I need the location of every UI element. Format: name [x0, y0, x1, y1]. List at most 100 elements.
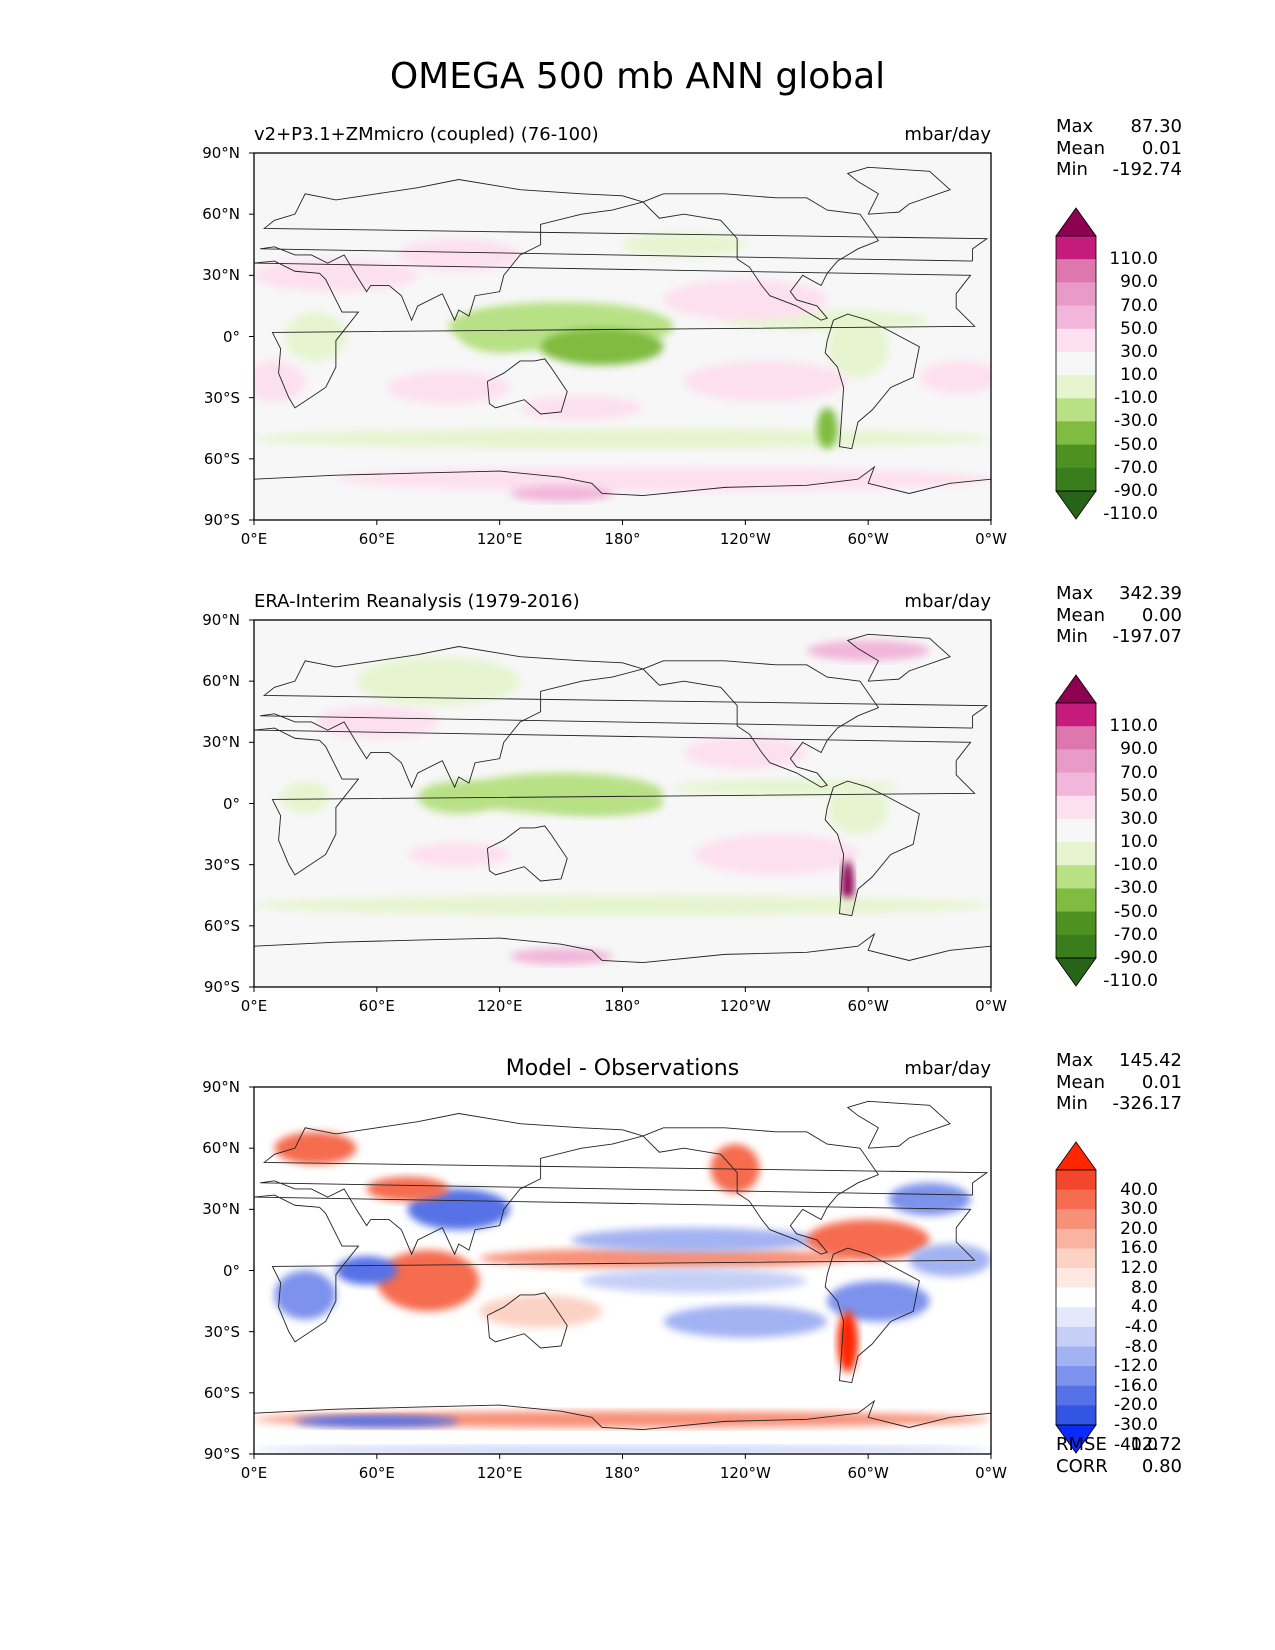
lat-tick-label: 30°S: [203, 855, 240, 874]
colorbar-tick-label: 30.0: [1120, 1199, 1158, 1220]
colorbar-segment: [1056, 1209, 1096, 1230]
coast-eurasia: [260, 646, 989, 789]
colorbar-segment: [1056, 1366, 1096, 1387]
min-value: -192.74: [1112, 159, 1182, 180]
colorbar-tick-label: 40.0: [1120, 1179, 1158, 1200]
colorbar-tick-label: 30.0: [1120, 341, 1158, 362]
coastlines: [254, 1100, 991, 1430]
field-blob-8: [387, 371, 510, 404]
lat-tick-label: 90°S: [203, 1445, 240, 1463]
colorbar-segment: [1056, 398, 1096, 422]
colorbar-segment: [1056, 259, 1096, 283]
map-plot: [249, 619, 992, 992]
panel-model: v2+P3.1+ZMmicro (coupled) (76-100) mbar/…: [0, 110, 1275, 580]
lon-tick-label: 120°W: [719, 997, 771, 1015]
colorbar-tick-label: 4.0: [1130, 1297, 1158, 1318]
field-blob-16: [254, 428, 991, 449]
colorbar-tick-label: -110.0: [1103, 504, 1158, 525]
colorbar-tick-label: -4.0: [1124, 1316, 1158, 1337]
stats-box: Max 87.30 Mean 0.01 Min -192.74: [1056, 116, 1182, 181]
field-blob-17: [254, 1445, 991, 1454]
coastlines: [254, 166, 991, 496]
lon-tick-label: 60°W: [847, 530, 889, 548]
coast-africa: [254, 260, 976, 409]
colorbar-tick-label: 110.0: [1109, 249, 1158, 270]
colorbar-tick-label: -16.0: [1114, 1375, 1158, 1396]
map-plot: [249, 1086, 992, 1459]
colorbar-tick-label: -12.0: [1114, 1356, 1158, 1377]
field-blob-5: [673, 779, 899, 796]
lat-tick-label: 0°: [222, 1261, 240, 1280]
lat-tick-label: 0°: [222, 794, 240, 813]
corr-label: CORR: [1056, 1455, 1108, 1477]
panel-units: mbar/day: [904, 124, 991, 145]
coast-africa: [254, 1194, 976, 1343]
field-blob-10: [888, 1182, 971, 1216]
colorbar-segment: [1056, 703, 1096, 727]
colorbar-segment: [1056, 236, 1096, 260]
mean-value: 0.00: [1141, 604, 1182, 626]
field-blob-4: [827, 785, 889, 835]
panel-title: v2+P3.1+ZMmicro (coupled) (76-100): [254, 124, 599, 145]
page-title: OMEGA 500 mb ANN global: [389, 56, 886, 97]
lat-tick-label: 90°N: [202, 1078, 240, 1096]
field-blob-6: [274, 1270, 336, 1320]
colorbar-segment: [1056, 1405, 1096, 1426]
colorbar-frame: [1055, 702, 1097, 959]
colorbar-segment: [1056, 1346, 1096, 1367]
colorbar-segment: [1056, 911, 1096, 936]
lat-tick-label: 60°S: [203, 1383, 240, 1402]
field-blob-5: [335, 1256, 398, 1285]
lon-tick-label: 180°: [604, 997, 641, 1015]
colorbar-segment: [1056, 865, 1096, 889]
colorbar-segment: [1056, 1189, 1096, 1210]
min-label: Min: [1056, 1093, 1088, 1114]
coast-s-america: [824, 1247, 920, 1384]
lon-tick-label: 0°E: [240, 1464, 268, 1482]
lon-tick-label: 0°E: [240, 997, 268, 1015]
colorbar-segment: [1056, 842, 1096, 866]
colorbar-tick-label: -90.0: [1114, 481, 1158, 501]
coast-n-america: [642, 660, 880, 788]
max-label: Max: [1056, 1050, 1094, 1071]
field-blob-9: [315, 705, 439, 739]
colorbar-segment: [1056, 1287, 1096, 1308]
colorbar-frame: [1055, 1169, 1097, 1426]
lat-tick-label: 30°S: [203, 1322, 240, 1341]
colorbar-tick-label: 10.0: [1120, 365, 1158, 386]
field-blob-2: [581, 1268, 807, 1293]
colorbar-segment: [1056, 934, 1096, 959]
colorbar-tick-label: -20.0: [1114, 1395, 1158, 1416]
colorbar: [1055, 207, 1097, 520]
coast-australia: [486, 358, 568, 415]
lon-tick-label: 0°W: [975, 997, 1007, 1015]
lon-tick-label: 60°E: [358, 530, 395, 548]
field-blob-19: [479, 1294, 603, 1328]
lon-tick-label: 0°E: [240, 530, 268, 548]
coast-antarctica: [254, 932, 991, 963]
min-value: -197.07: [1112, 626, 1182, 647]
colorbar-segment: [1056, 444, 1096, 469]
mean-label: Mean: [1056, 1071, 1106, 1093]
coast-eurasia: [260, 1113, 989, 1256]
panel-difference: Model - Observations mbar/day Max 145.42 …: [0, 1044, 1275, 1514]
panel-observations: ERA-Interim Reanalysis (1979-2016) mbar/…: [0, 577, 1275, 1047]
colorbar-segment: [1056, 726, 1096, 750]
field-blob-10: [841, 860, 854, 910]
colorbar-tick-label: 50.0: [1120, 785, 1158, 806]
field-blob-1: [571, 1227, 817, 1253]
field-blob-8: [407, 842, 510, 867]
coastlines: [254, 633, 991, 963]
stats-box: Max 342.39 Mean 0.00 Min -197.07: [1056, 583, 1182, 648]
mean-value: 0.01: [1141, 1071, 1182, 1093]
mean-value: 0.01: [1141, 137, 1182, 159]
colorbar-tick-label: -110.0: [1103, 971, 1158, 992]
coast-eurasia: [260, 179, 989, 322]
colorbar-segment: [1056, 351, 1096, 376]
field-layer: [254, 1131, 991, 1454]
lat-tick-label: 90°S: [203, 978, 240, 996]
coast-n-america: [642, 193, 880, 321]
colorbar-tick-label: -10.0: [1114, 855, 1158, 876]
field-blob-9: [837, 1311, 858, 1373]
colorbar-segment: [1056, 1385, 1096, 1406]
